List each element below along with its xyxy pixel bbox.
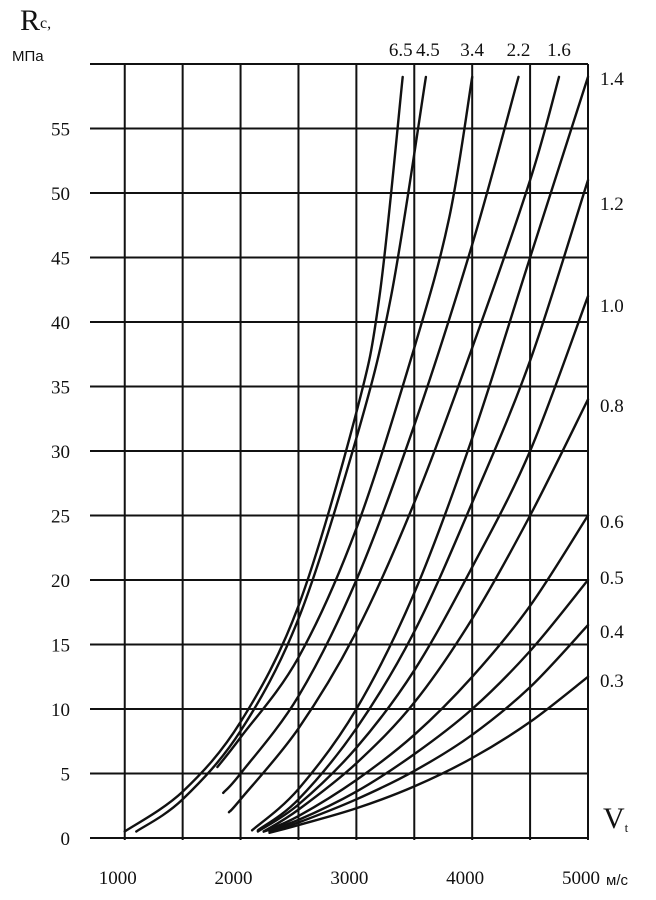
curve-label-1.2: 1.2 <box>600 194 624 215</box>
x-tick-label: 3000 <box>330 868 368 889</box>
curve-label-0.5: 0.5 <box>600 568 624 589</box>
curve-label-0.8: 0.8 <box>600 396 624 417</box>
y-axis-unit: МПа <box>12 48 44 65</box>
y-axis-title-sub: c, <box>40 15 51 32</box>
x-axis-title: Vt <box>603 802 629 835</box>
curve-label-4.5: 4.5 <box>416 40 440 61</box>
series-line-2.2 <box>222 75 520 795</box>
series-line-0.3 <box>268 675 590 834</box>
series-line-4.5 <box>135 75 428 833</box>
series-line-0.5 <box>262 578 590 833</box>
x-tick-label: 2000 <box>215 868 253 889</box>
series-line-0.8 <box>262 398 590 833</box>
y-tick-label: 5 <box>61 765 71 786</box>
series-line-3.4 <box>216 75 474 769</box>
series-line-0.6 <box>262 514 590 833</box>
x-tick-label: 4000 <box>446 868 484 889</box>
series-line-1.0 <box>256 295 590 833</box>
y-tick-label: 40 <box>51 313 70 334</box>
y-axis-title-main: R <box>20 4 40 37</box>
curve-label-3.4: 3.4 <box>460 40 484 61</box>
y-tick-label: 30 <box>51 442 70 463</box>
curve-label-6.5: 6.5 <box>389 40 413 61</box>
y-tick-label: 35 <box>51 378 70 399</box>
y-tick-label: 20 <box>51 571 70 592</box>
x-tick-label: 5000 <box>562 868 600 889</box>
y-tick-label: 0 <box>61 829 71 850</box>
curve-label-0.4: 0.4 <box>600 622 624 643</box>
curve-label-2.2: 2.2 <box>507 40 531 61</box>
curve-label-0.3: 0.3 <box>600 671 624 692</box>
x-axis-title-main: V <box>603 802 625 835</box>
x-axis-title-sub: t <box>625 820 629 835</box>
y-tick-label: 25 <box>51 507 70 528</box>
curve-label-1.4: 1.4 <box>600 69 624 90</box>
series-line-6.5 <box>123 75 404 833</box>
x-tick-label: 1000 <box>99 868 137 889</box>
series-line-1.2 <box>256 178 590 832</box>
series-line-1.6 <box>227 75 561 814</box>
curves <box>123 75 590 834</box>
y-tick-label: 45 <box>51 249 70 270</box>
y-tick-label: 10 <box>51 700 70 721</box>
curve-labels: 6.5 4.5 3.4 2.2 1.6 1.4 1.2 1.0 0.8 0.6 0.5 0.4 0.3 <box>389 40 624 692</box>
curve-label-0.6: 0.6 <box>600 512 624 533</box>
curve-label-1.0: 1.0 <box>600 296 624 317</box>
x-axis-unit: м/с <box>606 872 628 889</box>
series-line-1.4 <box>250 75 590 832</box>
series-line-0.4 <box>268 623 590 833</box>
y-tick-label: 15 <box>51 636 70 657</box>
y-tick-label: 50 <box>51 184 70 205</box>
y-tick-label: 55 <box>51 120 70 141</box>
grid <box>90 63 589 840</box>
curve-label-1.6: 1.6 <box>547 40 571 61</box>
ticks: 1000 2000 3000 4000 5000 0 5 10 15 20 25 30 35 40 45 50… <box>51 120 600 890</box>
y-axis-title: Rc, <box>20 4 51 37</box>
